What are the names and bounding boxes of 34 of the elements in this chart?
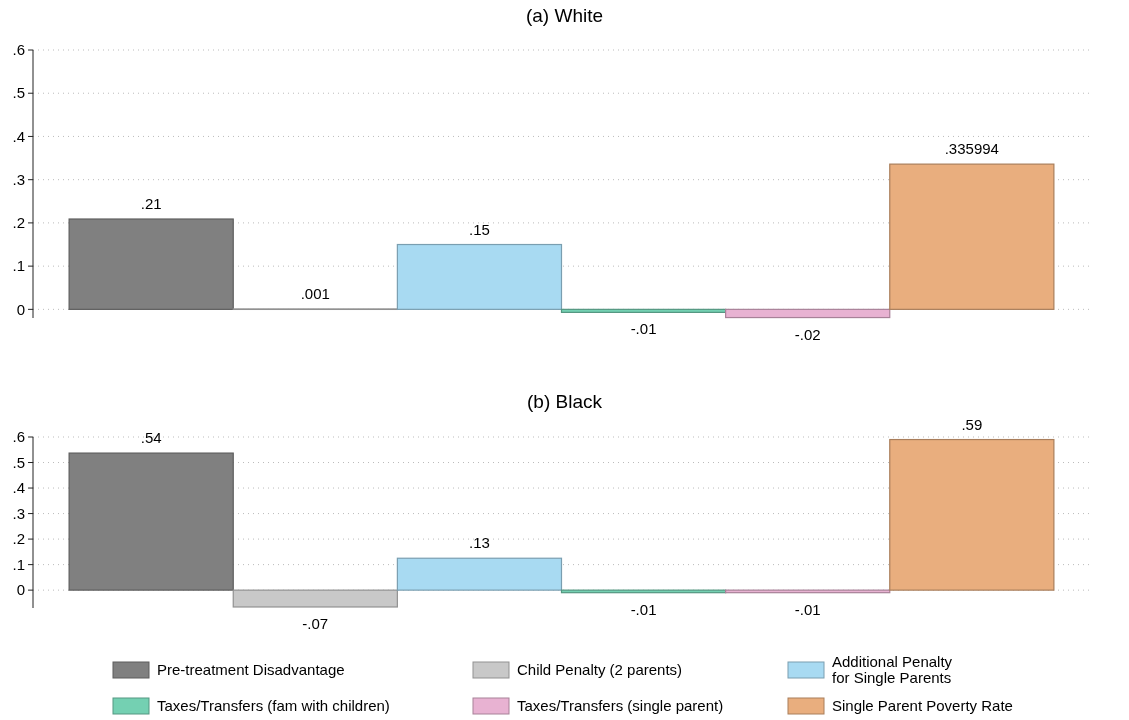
y-tick-label: .6 <box>12 41 25 59</box>
chart-title: (b) Black <box>527 391 603 412</box>
data-label: .54 <box>140 429 162 447</box>
y-tick-label: .2 <box>12 214 25 232</box>
y-tick-label: .5 <box>12 84 25 102</box>
y-tick-label: .3 <box>12 504 25 522</box>
data-label: -.01 <box>630 600 657 618</box>
y-tick-label: .1 <box>12 555 25 573</box>
y-tick-label: .4 <box>12 479 25 497</box>
y-tick-label: 0 <box>16 581 25 599</box>
y-tick-label: .2 <box>12 530 25 548</box>
legend-label: Single Parent Poverty Rate <box>832 697 1013 715</box>
data-label: .15 <box>469 220 490 238</box>
legend-label: Taxes/Transfers (single parent) <box>517 697 724 715</box>
data-label: .13 <box>469 534 490 552</box>
data-label: -.01 <box>794 600 821 618</box>
legend-label: Pre-treatment Disadvantage <box>157 661 345 679</box>
data-label: -.07 <box>302 614 329 632</box>
y-tick-label: .4 <box>12 127 25 145</box>
data-label: .001 <box>300 284 330 302</box>
y-tick-label: .1 <box>12 257 25 275</box>
legend-label: Child Penalty (2 parents) <box>517 661 683 679</box>
chart-title: (a) White <box>525 5 604 26</box>
legend-label: Taxes/Transfers (fam with children) <box>157 697 390 715</box>
y-tick-label: .6 <box>12 428 25 446</box>
data-label: -.02 <box>794 325 821 343</box>
legend-label: Additional Penalty for Single Parents <box>832 653 953 686</box>
y-tick-label: 0 <box>16 300 25 318</box>
data-label: .335994 <box>944 140 999 158</box>
data-label: .59 <box>961 415 983 433</box>
data-label: -.01 <box>630 320 657 338</box>
y-tick-label: .3 <box>12 170 25 188</box>
data-label: .21 <box>140 195 162 213</box>
y-tick-label: .5 <box>12 453 25 471</box>
